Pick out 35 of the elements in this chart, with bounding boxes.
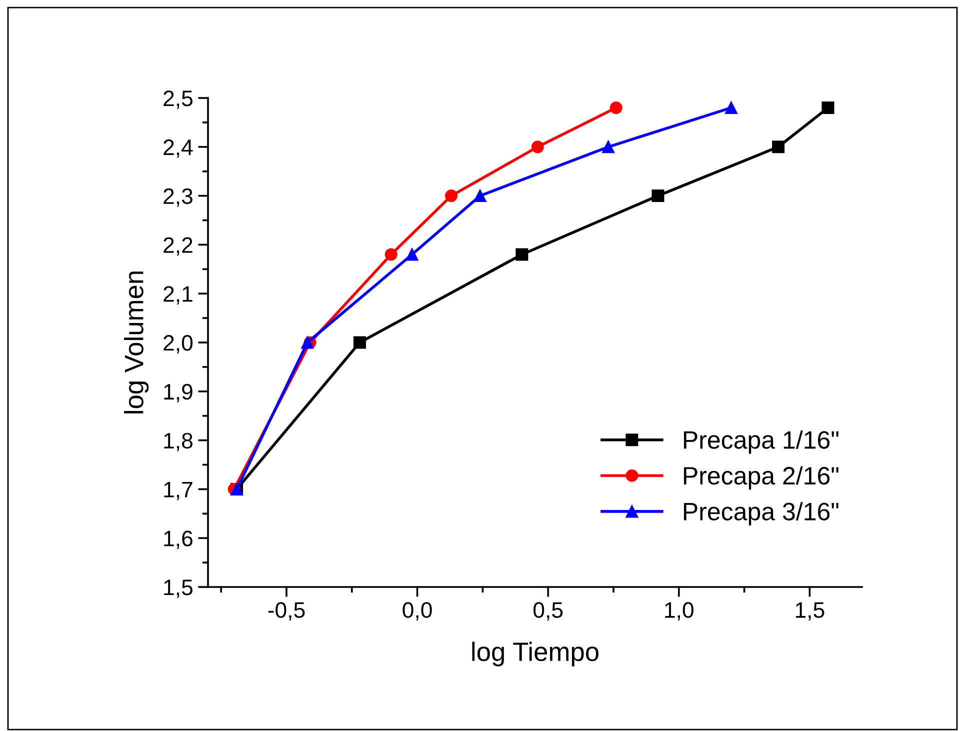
y-tick-label: 1,7 [164, 482, 192, 500]
legend-label: Precapa 3/16" [684, 502, 838, 526]
x-tick-label: 0,5 [534, 602, 563, 621]
point [516, 248, 528, 261]
y-tick-label: 1,9 [164, 384, 192, 402]
x-tick-label: 1,5 [796, 602, 824, 621]
x-tick-label: -0,5 [268, 602, 305, 621]
point [652, 190, 664, 202]
point [406, 248, 418, 261]
point [724, 102, 738, 114]
point [602, 140, 614, 154]
y-tick-label: 1,6 [164, 530, 192, 549]
legend-label: Precapa 1/16" [684, 430, 838, 454]
y-tick-label: 2,2 [164, 237, 192, 256]
y-tick-label: 2,3 [164, 188, 192, 207]
point [474, 190, 486, 202]
point [301, 336, 314, 349]
y-tick-label: 2,0 [164, 335, 193, 354]
point [531, 140, 544, 154]
point [822, 102, 834, 114]
point [610, 102, 622, 114]
y-tick-label: 2,1 [164, 286, 192, 304]
point [384, 248, 398, 261]
y-tick-label: 2,4 [164, 139, 193, 158]
point [772, 140, 785, 154]
point [353, 336, 366, 349]
y-tick-label: 1,5 [164, 580, 192, 598]
legend-label: Precapa 2/16" [684, 466, 838, 490]
y-tick-label: 2,5 [164, 90, 192, 109]
y-axis-title: log Volumen [124, 272, 149, 414]
y-tick-label: 1,8 [164, 432, 192, 452]
point [445, 190, 458, 202]
x-axis-title: log Tiempo [472, 642, 598, 666]
x-tick-label: 1,0 [665, 602, 694, 621]
x-tick-label: 0,0 [402, 602, 432, 621]
